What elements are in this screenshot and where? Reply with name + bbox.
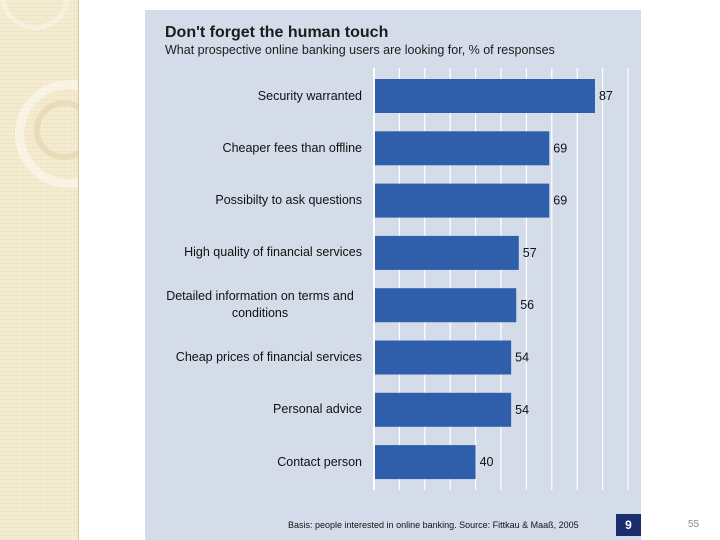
data-label: 54 — [515, 351, 529, 365]
bar — [374, 79, 595, 113]
data-label: 69 — [553, 194, 567, 208]
page-badge: 9 — [616, 514, 641, 536]
data-label: 54 — [515, 403, 529, 417]
category-label: Cheaper fees than offline — [222, 140, 362, 155]
bar — [374, 183, 550, 218]
decorative-ring-small — [34, 100, 78, 160]
chart-subtitle: What prospective online banking users ar… — [165, 43, 555, 57]
bar — [374, 235, 519, 270]
category-label: Contact person — [277, 454, 362, 469]
data-label: 57 — [523, 246, 537, 260]
bar — [374, 131, 550, 166]
chart-title: Don't forget the human touch — [165, 24, 389, 41]
bar — [374, 288, 517, 323]
data-label: 40 — [480, 455, 494, 469]
data-label: 87 — [599, 89, 613, 103]
data-label: 56 — [520, 298, 534, 312]
category-label: Personal advice — [273, 402, 362, 417]
bar — [374, 392, 512, 427]
category-label: High quality of financial services — [184, 245, 362, 260]
bar — [374, 340, 512, 375]
decorative-ring-large — [15, 80, 78, 188]
slide-number: 55 — [688, 519, 700, 530]
decorative-sidebar — [0, 0, 79, 540]
bar — [374, 445, 476, 480]
category-label: Cheap prices of financial services — [175, 350, 362, 364]
category-label: Detailed information on terms and condit… — [166, 289, 354, 321]
data-label: 69 — [553, 141, 567, 155]
source-note: Basis: people interested in online banki… — [288, 520, 579, 530]
category-label: Possibilty to ask questions — [215, 193, 362, 208]
category-label: Security warranted — [257, 88, 362, 103]
